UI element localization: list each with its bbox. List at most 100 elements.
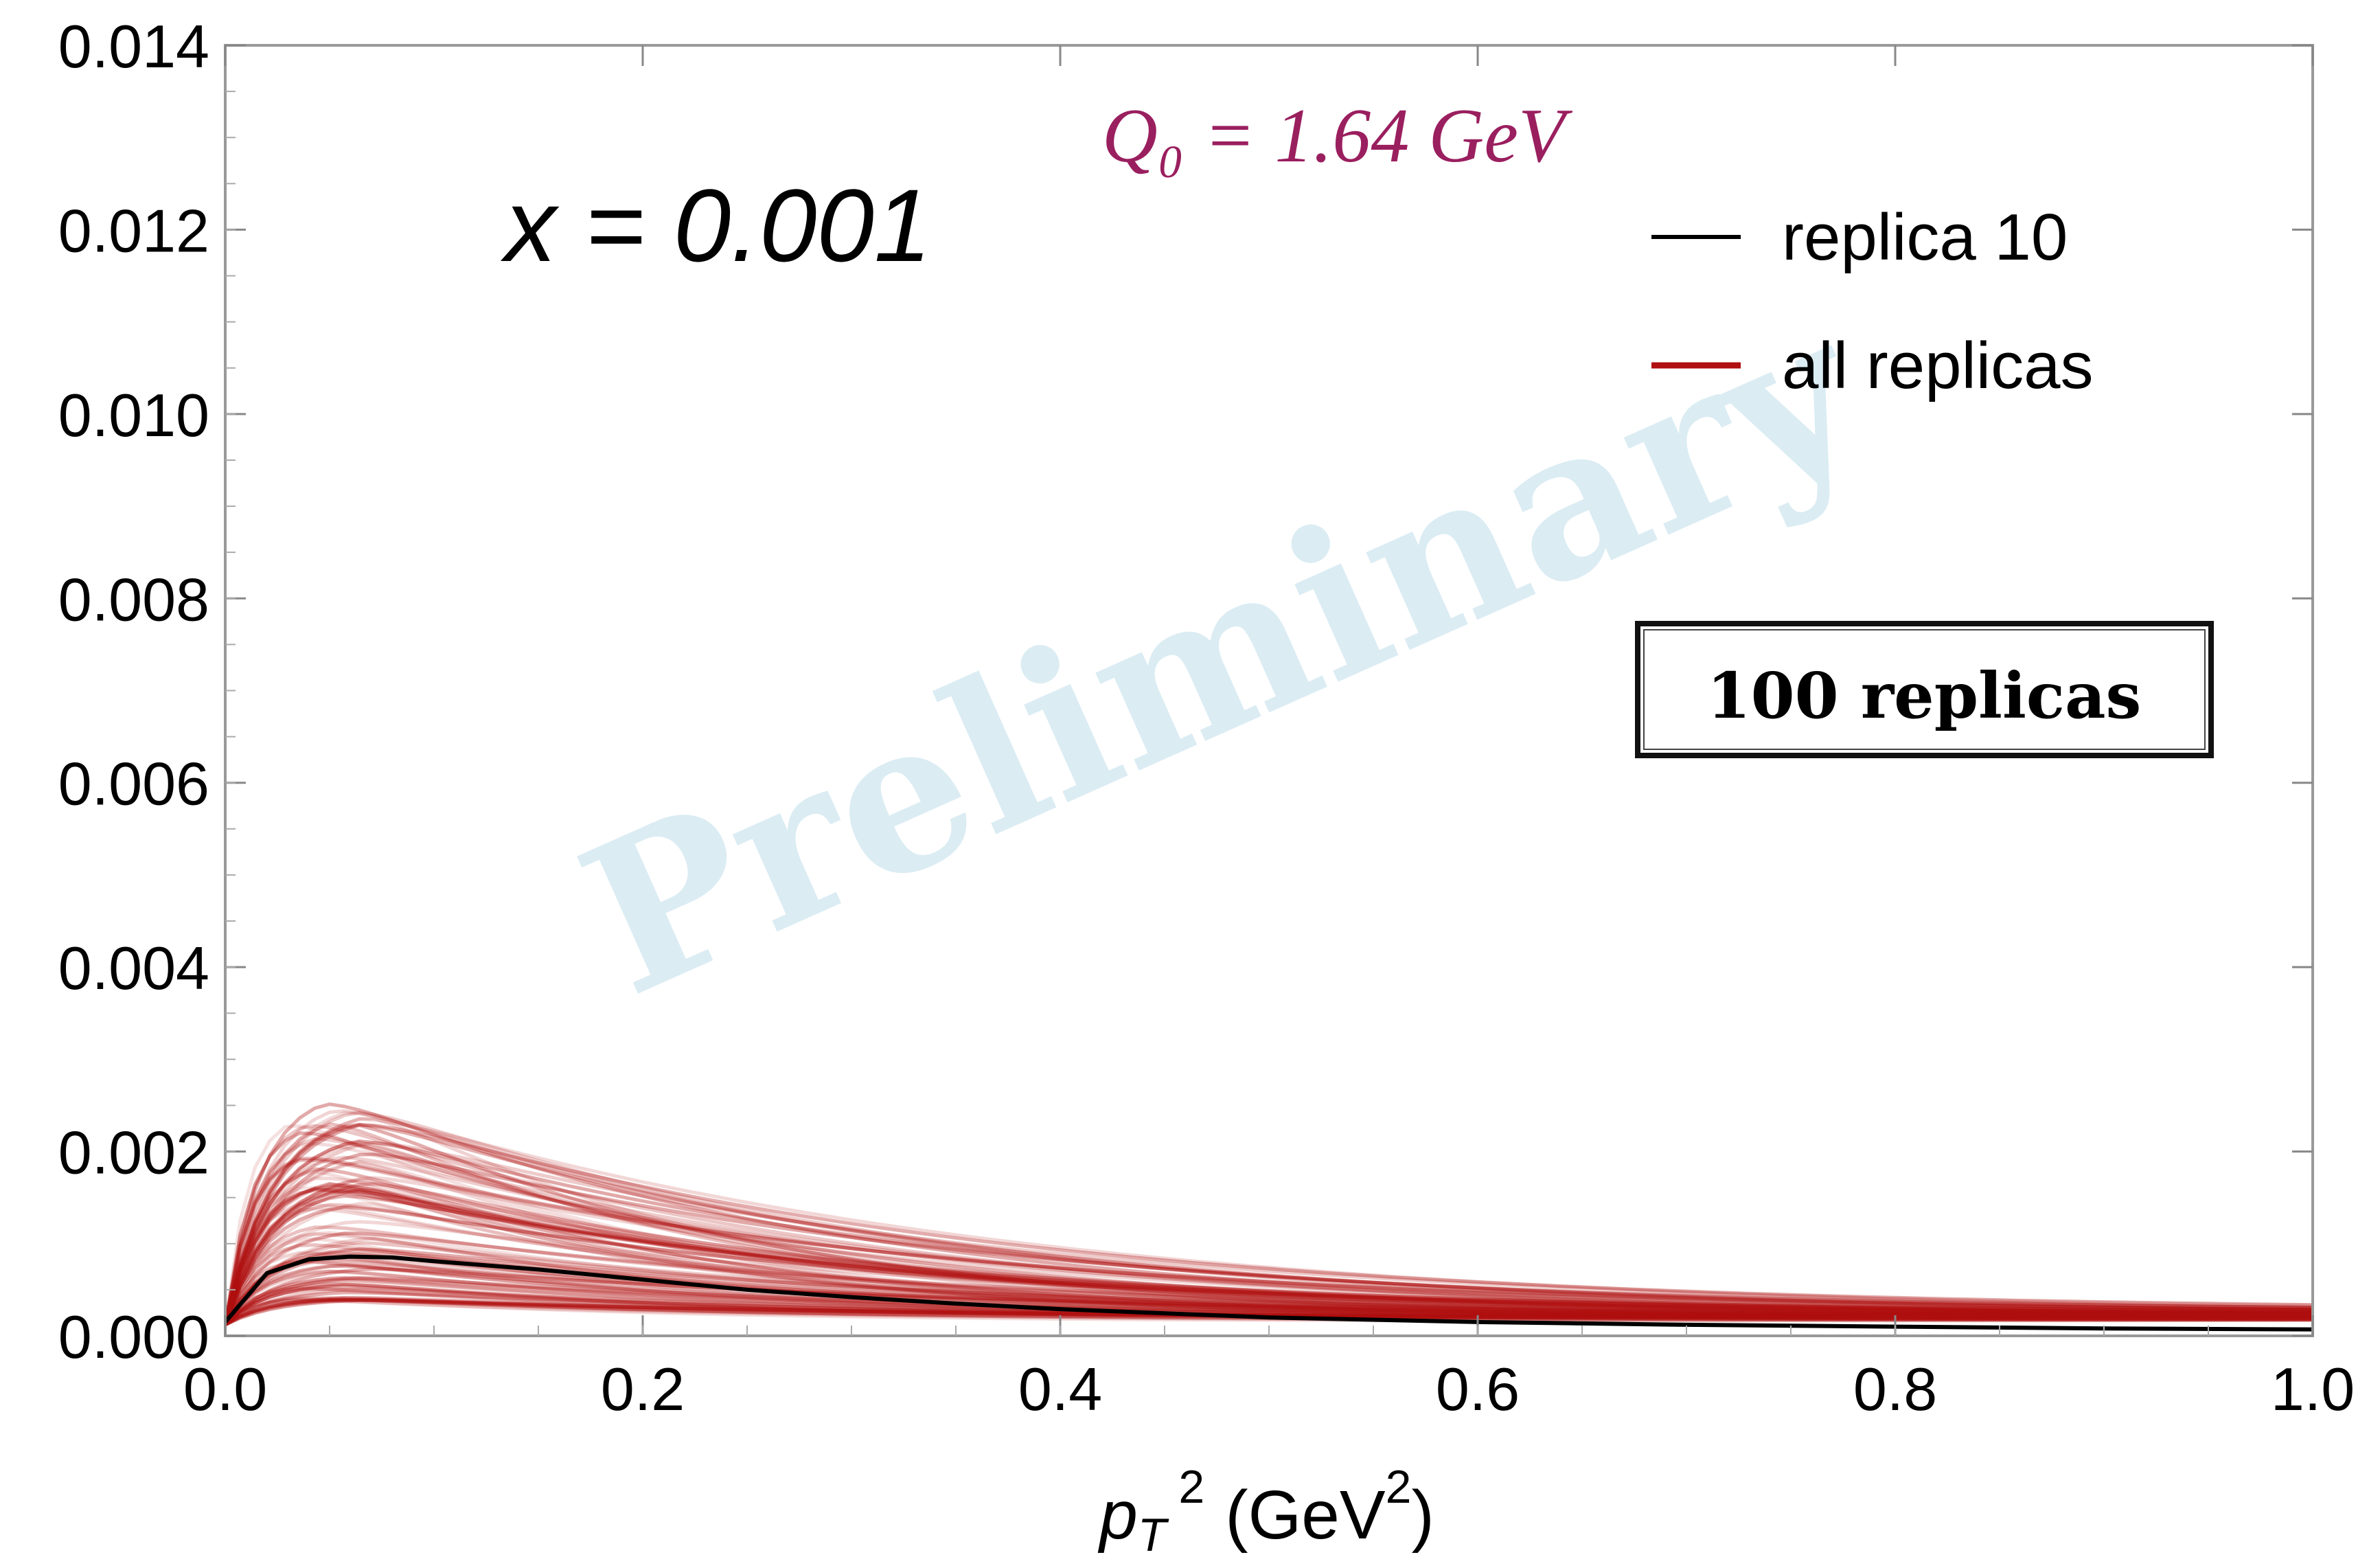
replica-line bbox=[225, 1236, 2313, 1326]
replica-line bbox=[225, 1185, 2313, 1326]
replica-line bbox=[225, 1170, 2313, 1326]
replica-line bbox=[225, 1178, 2313, 1326]
replica-line bbox=[225, 1220, 2313, 1326]
y-tick-label: 0.002 bbox=[58, 1119, 209, 1187]
replica-line bbox=[225, 1275, 2313, 1326]
replica-line bbox=[225, 1260, 2313, 1326]
replica-line bbox=[225, 1201, 2313, 1326]
replica-line bbox=[225, 1176, 2313, 1326]
x-tick-label: 0.4 bbox=[1018, 1355, 1102, 1423]
replica-line bbox=[225, 1269, 2313, 1326]
replica-line bbox=[225, 1287, 2313, 1326]
replica-line bbox=[225, 1260, 2313, 1326]
replica-line bbox=[225, 1124, 2313, 1326]
replica-line bbox=[225, 1141, 2313, 1326]
replica-line bbox=[225, 1247, 2313, 1326]
replica-line bbox=[225, 1240, 2313, 1326]
replica-line bbox=[225, 1109, 2313, 1326]
replica-line bbox=[225, 1160, 2313, 1326]
replicas-count-label: 100 replicas bbox=[1707, 659, 2142, 733]
x-tick-label: 1.0 bbox=[2271, 1355, 2355, 1423]
replica-line bbox=[225, 1111, 2313, 1326]
replica-line bbox=[225, 1140, 2313, 1326]
replica-line bbox=[225, 1251, 2313, 1326]
replica-line bbox=[225, 1251, 2313, 1326]
x-value-annotation: x = 0.001 bbox=[501, 168, 931, 283]
replica-line bbox=[225, 1203, 2313, 1326]
replica-line bbox=[225, 1231, 2313, 1326]
replica-10-line bbox=[225, 1254, 2313, 1332]
replica-line bbox=[225, 1225, 2313, 1326]
replica-line bbox=[225, 1296, 2313, 1326]
replica-line bbox=[225, 1139, 2313, 1326]
replica-line bbox=[225, 1188, 2313, 1326]
replica-line bbox=[225, 1117, 2313, 1326]
replica-line bbox=[225, 1167, 2313, 1326]
replica-line bbox=[225, 1254, 2313, 1326]
replica-line bbox=[225, 1205, 2313, 1326]
replica-line bbox=[225, 1295, 2313, 1326]
x-tick-label: 0.2 bbox=[601, 1355, 685, 1423]
replica-line bbox=[225, 1152, 2313, 1326]
replica-line bbox=[225, 1269, 2313, 1326]
replica-line bbox=[225, 1187, 2313, 1326]
x-tick-label: 0.8 bbox=[1853, 1355, 1937, 1423]
replica-line bbox=[225, 1131, 2313, 1326]
y-tick-label: 0.014 bbox=[58, 12, 209, 80]
replica-line bbox=[225, 1183, 2313, 1326]
replica-line bbox=[225, 1141, 2313, 1326]
replica-curves bbox=[225, 1102, 2313, 1327]
replica-line bbox=[225, 1194, 2313, 1326]
y-tick-label: 0.000 bbox=[58, 1303, 209, 1371]
replica-line bbox=[225, 1255, 2313, 1326]
replica-line bbox=[225, 1185, 2313, 1326]
replica-line bbox=[225, 1183, 2313, 1326]
replica-line bbox=[225, 1155, 2313, 1326]
legend: replica 10 all replicas bbox=[1651, 201, 2094, 402]
y-tick-label: 0.008 bbox=[58, 565, 209, 633]
replicas-count-box: 100 replicas bbox=[1635, 621, 2214, 758]
replica-line bbox=[225, 1177, 2313, 1326]
replica-line bbox=[225, 1258, 2313, 1326]
replica-line bbox=[225, 1202, 2313, 1326]
replica-line bbox=[225, 1291, 2313, 1326]
y-tick-label: 0.004 bbox=[58, 934, 209, 1002]
y-tick-label: 0.006 bbox=[58, 750, 209, 818]
replica-line bbox=[225, 1275, 2313, 1326]
replica-line bbox=[225, 1297, 2313, 1326]
replica-line bbox=[225, 1276, 2313, 1326]
replica-line bbox=[225, 1231, 2313, 1326]
replica-line bbox=[225, 1182, 2313, 1326]
replica-line bbox=[225, 1122, 2313, 1326]
replica-line bbox=[225, 1297, 2313, 1326]
replica-line bbox=[225, 1297, 2313, 1327]
replica-line bbox=[225, 1237, 2313, 1326]
replica-line bbox=[225, 1297, 2313, 1327]
replica-line bbox=[225, 1267, 2313, 1326]
replica-line bbox=[225, 1102, 2313, 1326]
replica-line bbox=[225, 1123, 2313, 1326]
scale-annotation: Q₀ = 1.64 GeV bbox=[1102, 93, 1573, 179]
legend-label-replica-10: replica 10 bbox=[1782, 201, 2068, 274]
replica-line bbox=[225, 1188, 2313, 1326]
axis-ticks: 0.0 0.2 0.4 0.6 0.8 1.0 0.000 0.002 0.004 0.006 0.… bbox=[58, 12, 2355, 1423]
replica-line bbox=[225, 1207, 2313, 1326]
replica-line bbox=[225, 1263, 2313, 1326]
x-tick-label: 0.0 bbox=[183, 1355, 267, 1423]
replica-line bbox=[225, 1116, 2313, 1326]
replica-line bbox=[225, 1186, 2313, 1326]
replica-line bbox=[225, 1187, 2313, 1326]
replica-line bbox=[225, 1248, 2313, 1326]
replica-line bbox=[225, 1160, 2313, 1326]
replica-line bbox=[225, 1137, 2313, 1326]
replica-line bbox=[225, 1278, 2313, 1326]
x-axis-label: pT2 (GeV2) bbox=[1097, 1461, 1434, 1557]
replica-line bbox=[225, 1264, 2313, 1326]
replica-line bbox=[225, 1158, 2313, 1326]
replica-line bbox=[225, 1284, 2313, 1326]
replica-line bbox=[225, 1181, 2313, 1326]
replica-line bbox=[225, 1277, 2313, 1326]
replica-line bbox=[225, 1123, 2313, 1326]
replica-line bbox=[225, 1111, 2313, 1326]
